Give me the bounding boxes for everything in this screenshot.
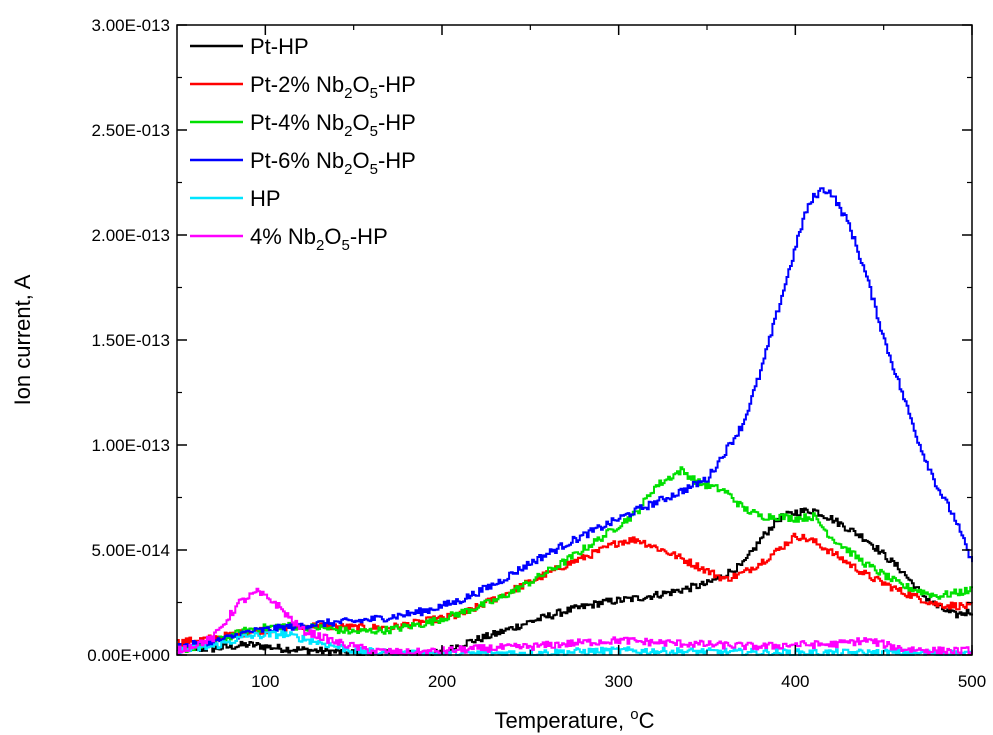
y-tick-label: 2.00E-013 [92, 226, 170, 245]
legend: Pt-HP Pt-2% Nb2O5-HP Pt-4% Nb2O5-HP Pt-6% N… [190, 34, 416, 254]
legend-label: Pt-2% Nb2O5-HP [250, 72, 416, 102]
series-line-5 [177, 587, 973, 656]
x-tick-label: 500 [958, 672, 986, 691]
x-axis-title: Temperature, oC [495, 706, 655, 733]
y-tick-label: 1.00E-013 [92, 436, 170, 455]
x-tick-label: 400 [781, 672, 809, 691]
legend-label: Pt-6% Nb2O5-HP [250, 148, 416, 178]
y-tick-label: 3.00E-013 [92, 16, 170, 35]
y-tick-label: 1.50E-013 [92, 331, 170, 350]
x-axis-title-degree: o [630, 706, 638, 723]
y-axis-title: Ion current, A [10, 274, 35, 405]
ticks-layer: 100 200 300 400 500 0.00E+000 5.00E-014 1.00E-0… [87, 16, 986, 691]
legend-label: Pt-HP [250, 34, 309, 59]
y-tick-label: 0.00E+000 [87, 646, 170, 665]
legend-label: 4% Nb2O5-HP [250, 224, 388, 254]
legend-label: HP [250, 186, 281, 211]
series-line-4 [177, 630, 973, 656]
legend-label: Pt-4% Nb2O5-HP [250, 110, 416, 140]
y-tick-label: 5.00E-014 [92, 541, 170, 560]
x-tick-label: 300 [604, 672, 632, 691]
series-line-3 [177, 187, 973, 651]
x-axis-title-text: Temperature, [495, 708, 631, 733]
x-axis-title-unit: C [639, 708, 655, 733]
series-layer [177, 187, 973, 656]
x-tick-label: 200 [428, 672, 456, 691]
y-tick-label: 2.50E-013 [92, 121, 170, 140]
series-line-0 [177, 507, 973, 656]
x-tick-label: 100 [251, 672, 279, 691]
